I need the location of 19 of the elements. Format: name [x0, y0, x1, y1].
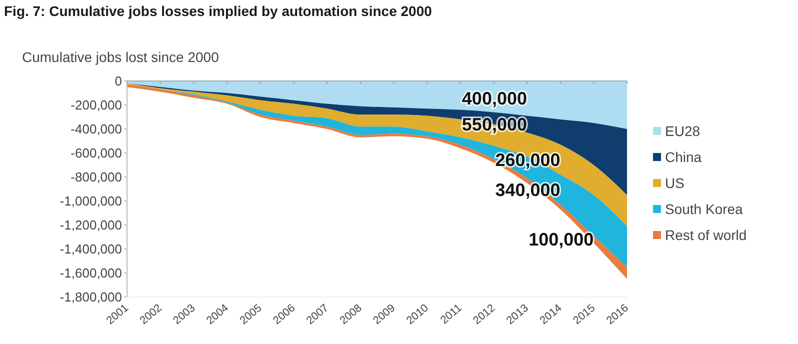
- legend-label: EU28: [665, 122, 700, 139]
- y-tick-label: -1,800,000: [60, 290, 122, 305]
- y-tick-label: -800,000: [70, 170, 122, 185]
- legend-label: China: [665, 148, 702, 165]
- y-tick-label: -400,000: [70, 122, 122, 137]
- y-axis-title: Cumulative jobs lost since 2000: [22, 49, 220, 65]
- chart-title: Fig. 7: Cumulative jobs losses implied by automation since 2000: [4, 3, 432, 19]
- y-tick-label: -1,600,000: [60, 266, 122, 281]
- annotation: 100,000: [528, 230, 594, 250]
- y-tick-label: -1,000,000: [60, 194, 122, 209]
- y-tick-label: -1,400,000: [60, 242, 122, 257]
- legend-label: US: [665, 174, 684, 191]
- annotation: 400,000: [462, 88, 527, 109]
- y-tick-label: 0: [114, 74, 122, 89]
- legend-label: South Korea: [665, 200, 744, 217]
- y-tick-label: -600,000: [70, 146, 122, 161]
- legend-label: Rest of world: [665, 226, 747, 243]
- y-tick-label: -200,000: [70, 98, 122, 113]
- y-tick-label: -1,200,000: [60, 218, 122, 233]
